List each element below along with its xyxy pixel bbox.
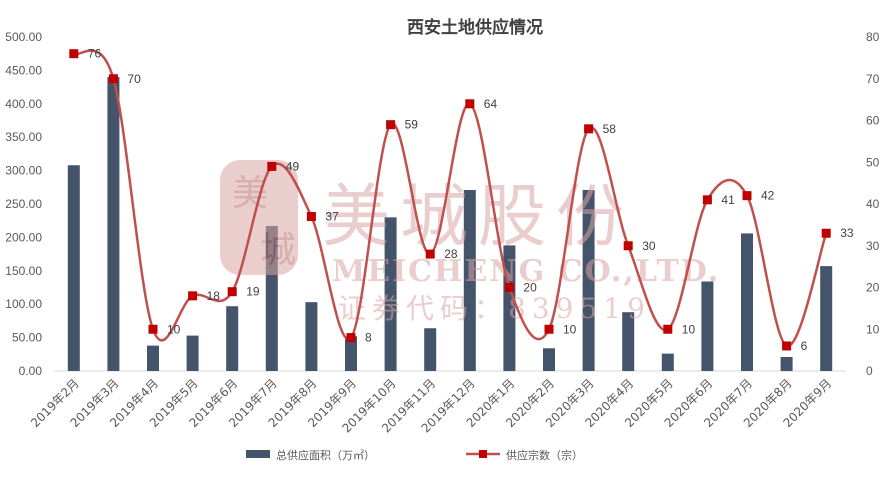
watermark-logo-bottom: 城 xyxy=(260,230,296,271)
watermark-english: MEICHENG CO.,LTD. xyxy=(332,254,720,289)
bar xyxy=(384,217,397,371)
chart-title: 西安土地供应情况 xyxy=(407,17,543,38)
legend-label-line: 供应宗数（宗） xyxy=(506,448,583,462)
y-left-tick-label: 100.00 xyxy=(5,297,42,311)
line-marker xyxy=(465,99,475,109)
legend: 总供应面积（万㎡） 供应宗数（宗） xyxy=(246,448,583,462)
bar xyxy=(107,77,120,371)
line-marker xyxy=(306,212,316,222)
y-left-tick-label: 50.00 xyxy=(12,331,42,345)
watermark-logo-block xyxy=(220,160,298,275)
line-marker xyxy=(504,283,514,292)
y-left-tick-label: 250.00 xyxy=(5,197,42,211)
bar-series xyxy=(67,77,833,371)
line-data-label: 10 xyxy=(563,322,577,336)
y-left-tick-label: 200.00 xyxy=(5,230,42,244)
line-data-label: 10 xyxy=(682,322,696,336)
line-marker xyxy=(623,241,633,251)
line-data-label: 30 xyxy=(642,239,656,253)
data-labels: 76 70 10 18 19 49 37 8 59 28 64 20 10 58 30 10 41 42 6 33 xyxy=(88,47,854,353)
bar xyxy=(741,233,753,371)
line-marker xyxy=(188,291,198,301)
bar xyxy=(820,266,833,371)
line-data-label: 41 xyxy=(721,193,735,207)
line-data-label: 58 xyxy=(603,122,617,136)
bar xyxy=(622,312,635,371)
bar xyxy=(67,165,80,371)
y-right-tick-label: 20 xyxy=(866,281,880,295)
y-left-tick-label: 300.00 xyxy=(5,164,42,178)
line-data-label: 42 xyxy=(761,189,775,203)
bar xyxy=(582,189,595,371)
line-data-label: 76 xyxy=(88,47,102,61)
bar xyxy=(780,356,793,371)
y-left-tick-label: 350.00 xyxy=(5,130,42,144)
line-data-label: 20 xyxy=(523,281,537,295)
line-marker xyxy=(346,333,356,343)
line-marker xyxy=(584,124,594,134)
y-right-tick-label: 30 xyxy=(866,239,880,253)
line-marker xyxy=(782,341,792,351)
line-marker xyxy=(742,191,752,201)
y-right-tick-label: 70 xyxy=(866,72,880,86)
line-data-label: 28 xyxy=(444,247,458,261)
bar xyxy=(463,189,476,371)
y-right-tick-label: 10 xyxy=(866,322,880,336)
line-marker xyxy=(821,228,831,238)
x-axis-ticks: 2019年2月2019年3月2019年4月2019年5月2019年6月2019年… xyxy=(28,376,834,435)
line-marker xyxy=(227,287,237,297)
line-data-label: 8 xyxy=(365,331,372,345)
legend-swatch-bar xyxy=(246,450,270,458)
legend-label-bar: 总供应面积（万㎡） xyxy=(276,448,375,462)
axes: 0.00 50.00 100.00 150.00 200.00 250.00 300.00 3… xyxy=(5,30,879,378)
line-data-label: 49 xyxy=(286,159,300,173)
line-data-label: 64 xyxy=(484,97,498,111)
line-marker xyxy=(663,324,673,334)
bar xyxy=(305,302,318,371)
line-marker xyxy=(108,74,118,84)
line-data-label: 19 xyxy=(246,285,260,299)
bar xyxy=(345,336,357,371)
line-data-label: 33 xyxy=(840,226,854,240)
bar xyxy=(186,335,199,371)
line-data-label: 10 xyxy=(167,322,181,336)
legend-swatch-marker xyxy=(479,450,487,458)
bar xyxy=(701,281,714,371)
y-left-tick-label: 400.00 xyxy=(5,97,42,111)
watermark-code: 证券代码：839519 xyxy=(338,292,651,325)
line-marker xyxy=(267,161,277,171)
y-left-tick-label: 450.00 xyxy=(5,63,42,77)
line-data-label: 37 xyxy=(325,210,339,224)
line-path xyxy=(73,49,828,348)
y-left-tick-label: 150.00 xyxy=(5,264,42,278)
y-right-tick-label: 40 xyxy=(866,197,880,211)
line-data-label: 70 xyxy=(127,72,141,86)
y-right-tick-label: 80 xyxy=(866,30,880,44)
bar xyxy=(661,353,674,371)
watermark-logo-top: 美 xyxy=(232,173,268,214)
bar xyxy=(147,345,159,371)
line-data-label: 6 xyxy=(801,339,808,353)
y-left-tick-label: 500.00 xyxy=(5,30,42,44)
line-data-label: 18 xyxy=(207,289,221,303)
line-marker xyxy=(148,324,158,334)
y-left-tick-label: 0.00 xyxy=(19,364,43,378)
line-marker xyxy=(544,324,554,334)
bar xyxy=(226,306,239,371)
line-data-label: 59 xyxy=(405,118,419,132)
y-right-tick-label: 0 xyxy=(866,364,873,378)
line-marker xyxy=(702,195,712,205)
line-series xyxy=(69,49,831,351)
bar xyxy=(424,328,437,371)
line-marker xyxy=(386,120,396,130)
y-right-tick-label: 50 xyxy=(866,155,880,169)
bar xyxy=(543,348,555,371)
line-marker xyxy=(425,249,435,259)
line-marker xyxy=(69,49,79,59)
y-right-tick-label: 60 xyxy=(866,114,880,128)
